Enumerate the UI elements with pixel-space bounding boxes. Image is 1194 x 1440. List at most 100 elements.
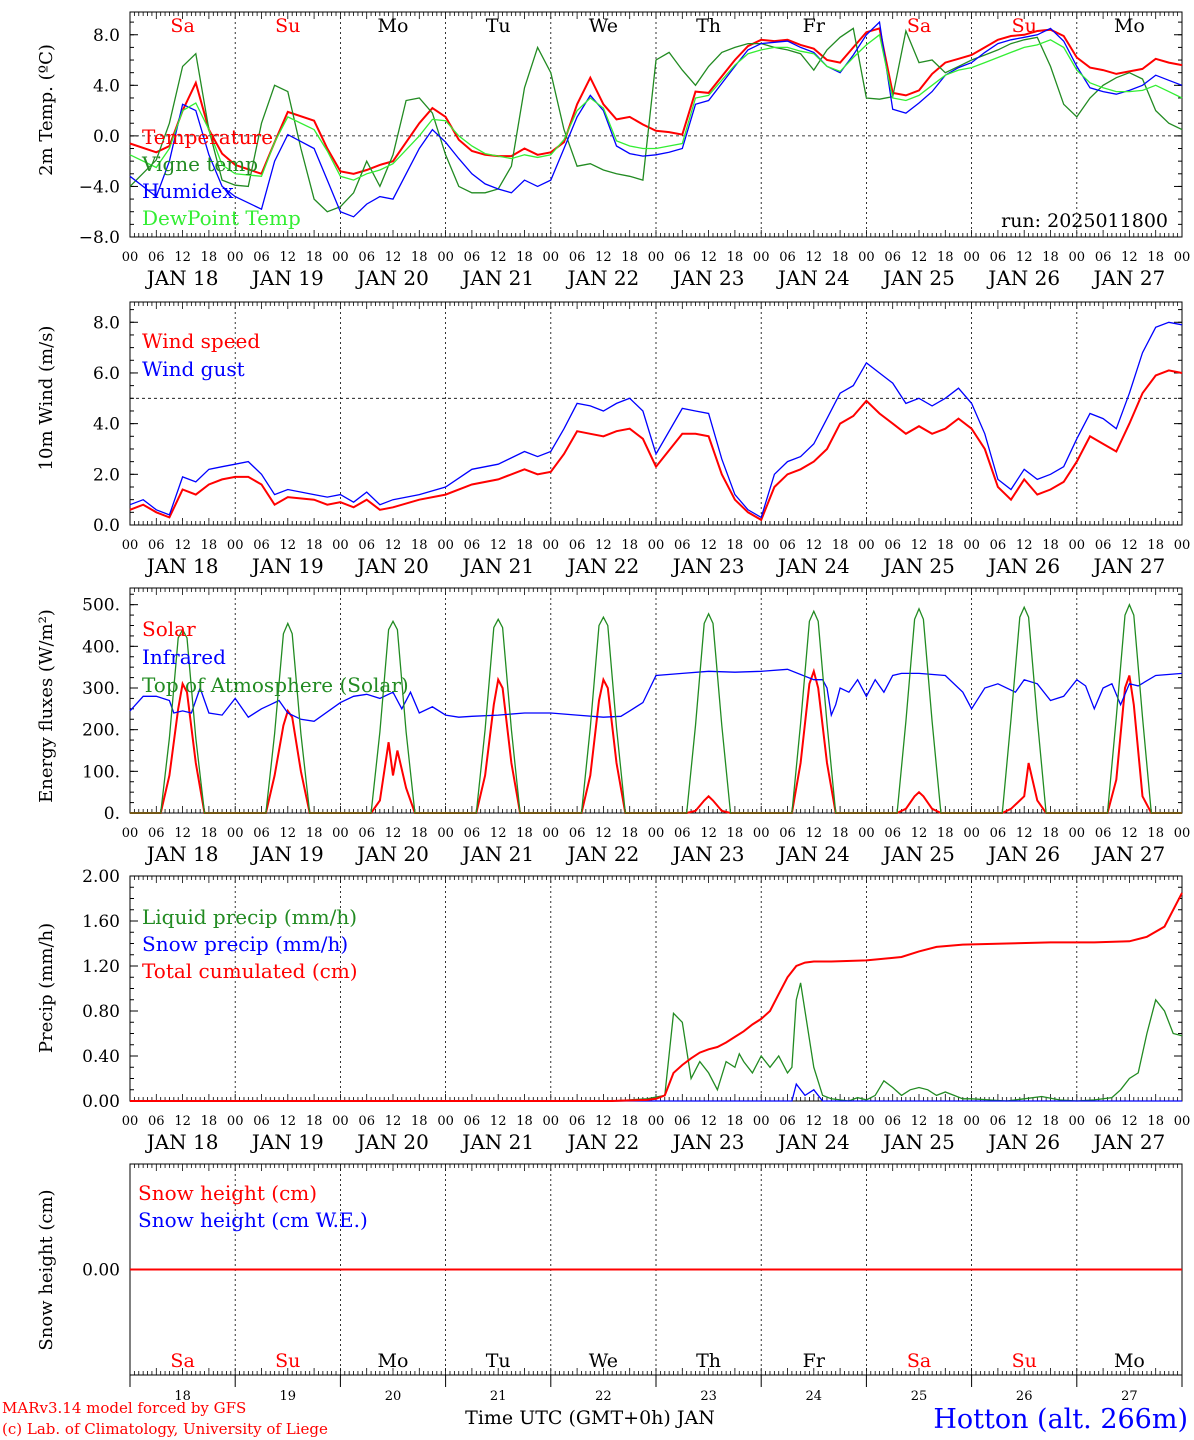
date-label: JAN 19 xyxy=(250,554,324,578)
legend-entry: Humidex xyxy=(142,179,234,203)
hour-tick-label: 00 xyxy=(227,538,244,553)
y-tick-label: 8.0 xyxy=(93,26,120,46)
hour-tick-label: 12 xyxy=(385,538,402,553)
hour-tick-label: 00 xyxy=(227,1114,244,1129)
hour-tick-label: 06 xyxy=(464,250,481,265)
hour-tick-label: 18 xyxy=(201,826,218,841)
hour-tick-label: 18 xyxy=(1147,250,1164,265)
hour-tick-label: 00 xyxy=(1069,826,1086,841)
series-line-wind-gust xyxy=(129,321,1183,519)
hour-tick-label: 18 xyxy=(832,250,849,265)
y-tick-label: −4.0 xyxy=(79,177,120,197)
legend-entry: Snow height (cm W.E.) xyxy=(138,1208,368,1232)
hour-tick-label: 12 xyxy=(1121,538,1138,553)
hour-tick-label: 12 xyxy=(385,250,402,265)
day-label: Mo xyxy=(378,1350,409,1372)
hour-tick-label: 12 xyxy=(806,538,823,553)
hour-tick-label: 18 xyxy=(201,250,218,265)
hour-tick-label: 18 xyxy=(1147,826,1164,841)
hour-tick-label: 12 xyxy=(595,1114,612,1129)
date-label: JAN 23 xyxy=(671,266,745,290)
hour-tick-label: 00 xyxy=(963,250,980,265)
date-label: JAN 27 xyxy=(1092,1130,1166,1154)
hour-tick-label: 06 xyxy=(674,1114,691,1129)
hour-tick-label: 00 xyxy=(437,826,454,841)
hour-tick-label: 18 xyxy=(832,826,849,841)
hour-tick-label: 18 xyxy=(516,826,533,841)
hour-tick-label: 18 xyxy=(937,826,954,841)
hour-tick-label: 12 xyxy=(280,538,297,553)
day-label: Fr xyxy=(803,15,826,37)
hour-tick-label: 00 xyxy=(1069,1114,1086,1129)
date-label: JAN 21 xyxy=(460,1130,534,1154)
hour-tick-label: 18 xyxy=(621,1114,638,1129)
run-annotation: run: 2025011800 xyxy=(1001,210,1168,232)
hour-tick-label: 00 xyxy=(753,538,770,553)
hour-tick-label: 00 xyxy=(963,1114,980,1129)
hour-tick-label: 00 xyxy=(648,1114,665,1129)
hour-tick-label: 00 xyxy=(332,538,349,553)
hour-tick-label: 12 xyxy=(280,826,297,841)
day-label: Su xyxy=(275,1350,300,1372)
hour-tick-label: 00 xyxy=(858,250,875,265)
hour-tick-label: 00 xyxy=(1069,250,1086,265)
date-label: JAN 24 xyxy=(776,266,850,290)
hour-tick-label: 06 xyxy=(884,250,901,265)
legend-entry: Temperature xyxy=(142,125,273,149)
hour-tick-label: 12 xyxy=(490,250,507,265)
date-label: JAN 21 xyxy=(460,266,534,290)
hour-tick-label: 18 xyxy=(516,538,533,553)
hour-tick-label: 12 xyxy=(490,1114,507,1129)
legend-entry: Wind gust xyxy=(142,357,245,381)
legend-entry: Snow height (cm) xyxy=(138,1181,317,1205)
hour-tick-label: 00 xyxy=(858,538,875,553)
hour-tick-label: 18 xyxy=(516,1114,533,1129)
y-tick-label: 0.0 xyxy=(93,127,120,147)
hour-tick-label: 06 xyxy=(358,1114,375,1129)
day-number-label: 26 xyxy=(1016,1389,1033,1404)
day-number-label: 24 xyxy=(806,1389,823,1404)
hour-tick-label: 12 xyxy=(911,826,928,841)
hour-tick-label: 06 xyxy=(779,538,796,553)
y-tick-label: 300. xyxy=(82,679,120,699)
hour-tick-label: 06 xyxy=(464,826,481,841)
hour-tick-label: 12 xyxy=(490,826,507,841)
hour-tick-label: 06 xyxy=(1095,250,1112,265)
day-label: Sa xyxy=(170,15,194,37)
hour-tick-label: 12 xyxy=(174,1114,191,1129)
hour-tick-label: 18 xyxy=(306,826,323,841)
hour-tick-label: 06 xyxy=(884,826,901,841)
hour-tick-label: 18 xyxy=(411,538,428,553)
date-label: JAN 22 xyxy=(566,554,640,578)
hour-tick-label: 06 xyxy=(148,250,165,265)
hour-tick-label: 12 xyxy=(1016,1114,1033,1129)
date-label: JAN 21 xyxy=(460,554,534,578)
hour-tick-label: 12 xyxy=(911,250,928,265)
date-label: JAN 24 xyxy=(776,554,850,578)
day-label: Sa xyxy=(907,15,931,37)
day-number-label: 22 xyxy=(595,1389,612,1404)
day-number-label: 20 xyxy=(385,1389,402,1404)
date-label: JAN 19 xyxy=(250,266,324,290)
hour-tick-label: 00 xyxy=(753,1114,770,1129)
day-label: Su xyxy=(1012,1350,1037,1372)
y-tick-label: 500. xyxy=(82,596,120,616)
legend-entry: Top of Atmosphere (Solar) xyxy=(142,673,409,697)
hour-tick-label: 00 xyxy=(1174,538,1191,553)
hour-tick-label: 06 xyxy=(990,538,1007,553)
y-tick-label: 100. xyxy=(82,762,120,782)
x-axis-title: Time UTC (GMT+0h) JAN xyxy=(465,1407,715,1429)
hour-tick-label: 18 xyxy=(201,1114,218,1129)
date-label: JAN 23 xyxy=(671,842,745,866)
hour-tick-label: 00 xyxy=(122,1114,139,1129)
y-tick-label: 4.0 xyxy=(93,415,120,435)
series-line-dewpoint-temp xyxy=(129,33,1183,181)
hour-tick-label: 00 xyxy=(858,826,875,841)
y-axis-label: Precip (mm/h) xyxy=(36,923,57,1053)
hour-tick-label: 12 xyxy=(700,538,717,553)
hour-tick-label: 00 xyxy=(332,250,349,265)
y-tick-label: 0.00 xyxy=(82,1261,120,1281)
y-axis-label: 2m Temp. (ºC) xyxy=(36,44,57,176)
hour-tick-label: 06 xyxy=(779,1114,796,1129)
